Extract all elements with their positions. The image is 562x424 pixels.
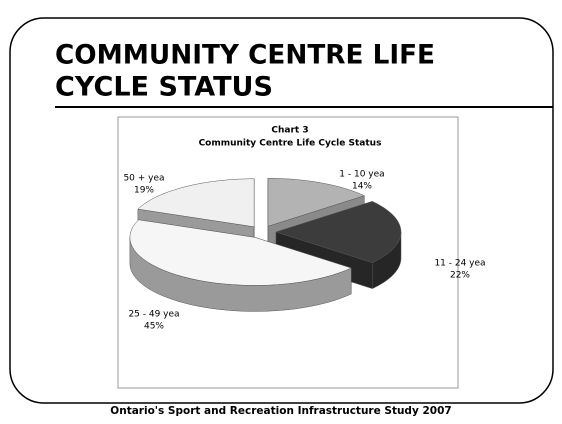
slide-footer: Ontario's Sport and Recreation Infrastru…	[110, 405, 451, 417]
slice-label: 50 + yea	[123, 174, 164, 184]
slice-value-label: 45%	[144, 322, 164, 332]
slice	[137, 178, 255, 228]
chart-title: Chart 3	[271, 126, 308, 136]
slide-title: COMMUNITY CENTRE LIFE	[55, 40, 435, 71]
slice	[267, 178, 366, 227]
slice-label: 1 - 10 yea	[339, 170, 384, 180]
slice-value-label: 14%	[352, 182, 372, 192]
slice	[275, 201, 402, 263]
slice-label: 25 - 49 yea	[128, 310, 179, 320]
slice-value-label: 22%	[450, 271, 470, 281]
chart-subtitle: Community Centre Life Cycle Status	[199, 139, 382, 149]
slice-value-label: 19%	[134, 186, 154, 196]
slide-title: CYCLE STATUS	[55, 72, 273, 103]
slice-label: 11 - 24 yea	[434, 259, 485, 269]
slice	[129, 219, 352, 286]
